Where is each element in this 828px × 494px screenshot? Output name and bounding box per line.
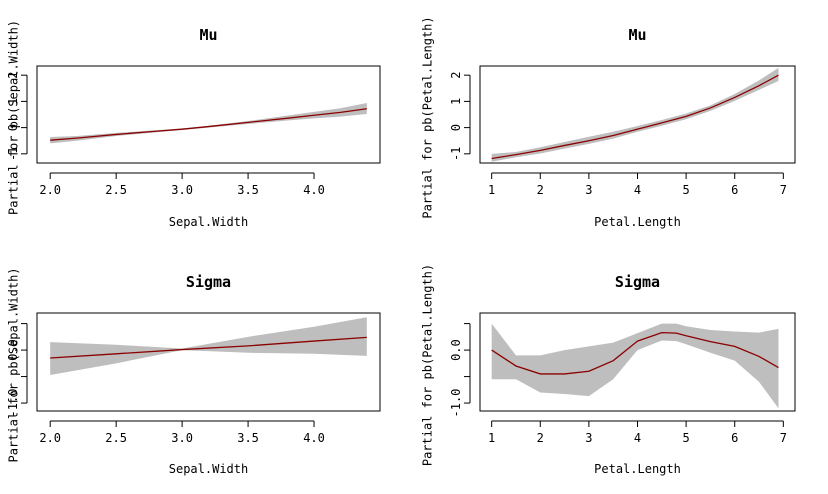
x-tick-label: 4.0 [303,431,325,445]
y-tick-label: -1.0 [6,389,20,418]
x-tick-label: 4.0 [303,183,325,197]
plot-box-4 [479,312,796,412]
x-tick-label: 2 [537,183,544,197]
chart-title: Mu [199,26,217,44]
x-tick-label: 7 [780,183,787,197]
x-tick-label: 1 [488,431,495,445]
y-axis-label: Partial for pb(Petal.Length) [421,16,435,218]
y-tick-label: 0.0 [6,339,20,361]
x-tick-label: 2.0 [39,183,61,197]
fit-line-3 [50,336,367,359]
x-tick-label: 2.0 [39,431,61,445]
fit-line-2 [491,74,779,160]
x-axis-label: Sepal.Width [169,462,248,476]
y-tick-label: -1.0 [449,389,463,418]
x-tick-label: 3.0 [171,431,193,445]
x-tick-label: 4 [634,431,641,445]
y-tick-label: 2 [449,72,463,79]
chart-title: Mu [628,26,646,44]
x-tick-label: 4 [634,183,641,197]
y-tick-label: 2 [6,72,20,79]
y-tick-label: 0 [449,124,463,131]
y-tick-label: 0 [6,124,20,131]
y-tick-label: 0.0 [449,339,463,361]
x-tick-label: 6 [731,183,738,197]
x-tick-label: 3 [585,431,592,445]
x-axis-label: Petal.Length [594,215,681,229]
y-tick-label: -1 [449,147,463,161]
x-tick-label: 2.5 [105,183,127,197]
y-tick-label: -1 [6,147,20,161]
x-axis-label: Petal.Length [594,462,681,476]
x-tick-label: 2.5 [105,431,127,445]
x-tick-label: 5 [682,183,689,197]
confidence-band-2 [491,67,779,162]
x-tick-label: 7 [780,431,787,445]
chart-title: Sigma [186,273,231,291]
y-axis-label: Partial for pb(Petal.Length) [421,264,435,466]
plot-box-2 [479,65,796,164]
confidence-band-3 [50,317,367,375]
plot-box-3 [36,312,381,412]
plot-box-1 [36,65,381,164]
x-tick-label: 6 [731,431,738,445]
y-tick-label: 1 [449,98,463,105]
y-axis-label: Partial for pb(Sepal.Width) [7,20,21,215]
fit-line-1 [50,108,367,141]
fit-line-4 [491,331,779,375]
x-tick-label: 3.0 [171,183,193,197]
confidence-band-4 [491,323,779,409]
y-tick-label: 1 [6,98,20,105]
x-tick-label: 2 [537,431,544,445]
x-tick-label: 3.5 [237,431,259,445]
x-tick-label: 5 [682,431,689,445]
x-tick-label: 3 [585,183,592,197]
confidence-band-1 [50,102,367,144]
y-axis-label: Partial for pb(Sepal.Width) [7,267,21,462]
x-tick-label: 3.5 [237,183,259,197]
chart-title: Sigma [615,273,660,291]
x-axis-label: Sepal.Width [169,215,248,229]
x-tick-label: 1 [488,183,495,197]
